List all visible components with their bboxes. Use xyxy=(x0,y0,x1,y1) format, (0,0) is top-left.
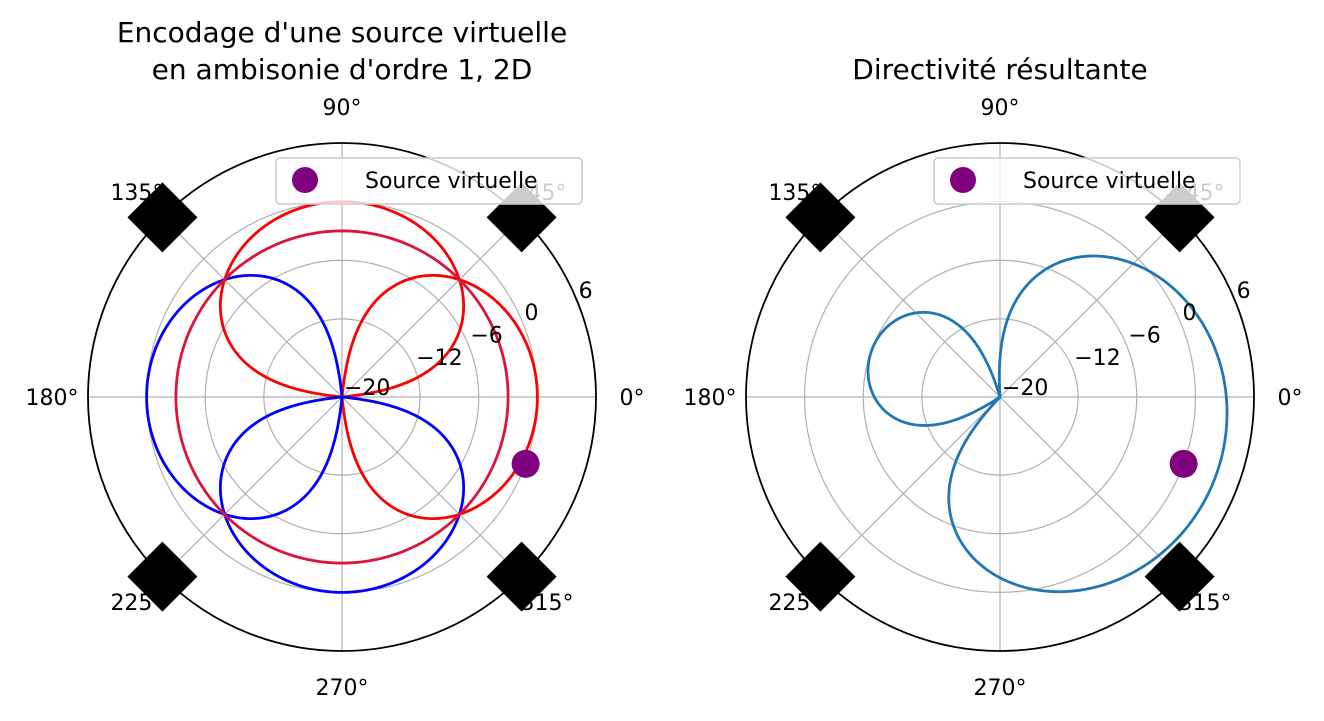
angular-grid-line xyxy=(999,396,1181,578)
polar-frame xyxy=(745,142,1255,652)
polar-outer-circle xyxy=(745,142,1255,652)
angular-grid-line xyxy=(341,216,523,398)
tick-labels: 0°45°90°135°180°225°270°315°−20−12−606 xyxy=(684,96,1303,701)
loudspeaker-marker xyxy=(785,541,856,612)
angle-tick-label: 0° xyxy=(620,386,645,411)
source-marker-group xyxy=(1169,449,1198,478)
radial-tick-label: 0 xyxy=(1183,301,1197,326)
angular-grid-line xyxy=(819,396,1001,578)
loudspeaker-marker xyxy=(1144,541,1215,612)
series-group xyxy=(866,254,1229,594)
legend-label: Source virtuelle xyxy=(1023,169,1196,194)
angle-tick-label: 135° xyxy=(768,181,821,206)
angle-tick-label: 180° xyxy=(26,386,79,411)
polar-outer-circle xyxy=(87,142,597,652)
legend-box xyxy=(275,157,583,205)
angular-grid-line xyxy=(161,396,343,578)
angular-grid-line xyxy=(341,396,523,578)
series-omni-line xyxy=(174,229,510,565)
source-marker-group xyxy=(511,449,540,478)
tick-labels: 0°45°90°135°180°225°270°315°−20−12−606 xyxy=(26,96,645,701)
loudspeaker-marker xyxy=(127,182,198,253)
angular-grid-line xyxy=(999,216,1181,398)
radial-tick-label: −12 xyxy=(1074,346,1120,371)
angle-tick-label: 90° xyxy=(323,96,362,121)
legend-marker xyxy=(292,167,318,193)
angle-tick-label: 225° xyxy=(768,591,821,616)
legend-marker xyxy=(950,167,976,193)
polar-chart-directivity: Directivité résultante 0°45°90°135°180°2… xyxy=(684,53,1303,701)
legend: Source virtuelle xyxy=(933,157,1241,205)
angle-tick-label: 180° xyxy=(684,386,737,411)
loudspeaker-marker xyxy=(785,182,856,253)
angular-grid-line xyxy=(819,216,1001,398)
loudspeaker-marker xyxy=(486,541,557,612)
angle-tick-label: 315° xyxy=(521,591,574,616)
series-resultant-line xyxy=(866,254,1229,594)
radial-tick-label: 0 xyxy=(525,301,539,326)
angle-tick-label: 90° xyxy=(981,96,1020,121)
legend-box xyxy=(933,157,1241,205)
chart-title-line-1: Encodage d'une source virtuelle xyxy=(117,16,567,49)
chart-title-line-2: en ambisonie d'ordre 1, 2D xyxy=(152,53,533,86)
radial-tick-label: −6 xyxy=(470,324,502,349)
angle-tick-label: 315° xyxy=(1179,591,1232,616)
radial-tick-label: −20 xyxy=(344,376,390,401)
polar-chart-encoding: Encodage d'une source virtuelle en ambis… xyxy=(26,16,645,701)
angle-tick-label: 135° xyxy=(110,181,163,206)
radial-tick-label: −6 xyxy=(1128,324,1160,349)
legend-label: Source virtuelle xyxy=(365,169,538,194)
series-sin-negative-line xyxy=(218,395,466,594)
loudspeaker-marker xyxy=(127,541,198,612)
source-marker xyxy=(1169,449,1198,478)
angular-grid-line xyxy=(161,216,343,398)
series-cos-negative-line xyxy=(145,273,344,521)
angle-tick-label: 0° xyxy=(1278,386,1303,411)
angle-tick-label: 225° xyxy=(110,591,163,616)
source-marker xyxy=(511,449,540,478)
chart-title: Directivité résultante xyxy=(852,53,1147,86)
angle-tick-label: 270° xyxy=(974,676,1027,701)
polar-frame xyxy=(87,142,597,652)
radial-tick-label: 6 xyxy=(579,279,593,304)
legend: Source virtuelle xyxy=(275,157,583,205)
radial-tick-label: 6 xyxy=(1237,279,1251,304)
radial-tick-label: −20 xyxy=(1002,376,1048,401)
angle-tick-label: 270° xyxy=(316,676,369,701)
radial-tick-label: −12 xyxy=(416,346,462,371)
